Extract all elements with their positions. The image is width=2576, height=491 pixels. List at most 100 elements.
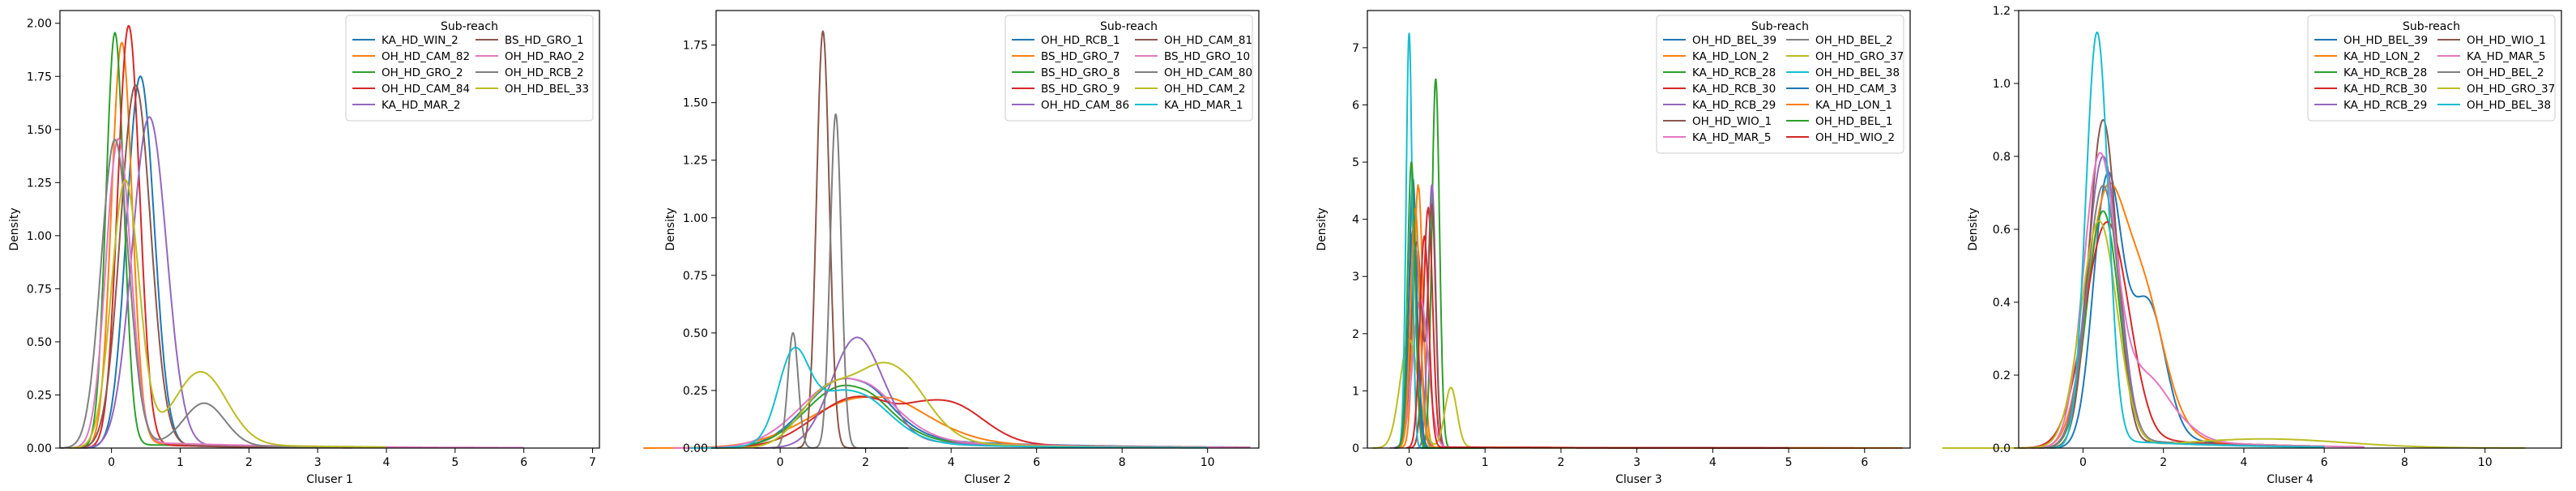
y-tick-label: 0.25 <box>683 385 708 398</box>
axes-frame <box>59 10 600 449</box>
legend-box <box>1656 15 1904 154</box>
y-tick-label: 0.2 <box>1993 369 2011 382</box>
y-tick-label: 2 <box>1352 328 1359 341</box>
chart-panel-1: 0 1 2 3 4 5 6 7 0.00 0.25 0.50 0.75 1.00 1.25 1.50 1.75… <box>8 10 600 486</box>
legend-entry: OH_HD_CAM_86 <box>1041 99 1129 112</box>
legend-entry: OH_HD_GRO_37 <box>2467 83 2555 96</box>
legend-entry: KA_HD_RCB_30 <box>1692 83 1776 96</box>
y-tick-label: 0.00 <box>27 442 52 455</box>
x-tick-label: 3 <box>1633 456 1640 469</box>
x-tick-label: 5 <box>451 456 458 469</box>
y-tick-label: 4 <box>1352 214 1359 227</box>
x-tick-label: 1 <box>1482 456 1489 469</box>
y-tick-label: 0.6 <box>1993 224 2011 237</box>
y-tick-label: 0.4 <box>1993 297 2011 310</box>
y-tick-label: 0.25 <box>27 389 52 402</box>
legend-entry: KA_HD_RCB_29 <box>2344 99 2427 112</box>
x-tick-label: 4 <box>383 456 390 469</box>
x-axis-label: Cluser 3 <box>1615 473 1662 486</box>
legend-entry: KA_HD_RCB_30 <box>2344 83 2427 96</box>
legend-entry: OH_HD_BEL_1 <box>1815 115 1892 128</box>
legend-entry: OH_HD_CAM_80 <box>1164 66 1252 79</box>
y-tick-label: 2.00 <box>27 18 52 31</box>
y-tick-label: 1.00 <box>27 230 52 243</box>
legend-entry: BS_HD_GRO_8 <box>1041 66 1120 79</box>
legend-title: Sub-reach <box>1100 20 1158 33</box>
x-tick-label: 2 <box>862 456 869 469</box>
series-line-KA_HD_MAR_1 <box>690 346 1208 449</box>
legend-entry: OH_HD_BEL_39 <box>2344 34 2428 47</box>
legend-entry: OH_HD_BEL_2 <box>1815 34 1892 47</box>
legend-entry: KA_HD_RCB_28 <box>2344 66 2427 79</box>
series-line-OH_HD_BEL_38 <box>2052 32 2325 449</box>
legend-entry: OH_HD_BEL_38 <box>2467 99 2551 112</box>
series-lines <box>643 30 1251 449</box>
legend-entry: KA_HD_MAR_5 <box>2467 50 2546 63</box>
y-tick-label: 5 <box>1352 156 1359 169</box>
series-line-OH_HD_GRO_37 <box>1942 220 2526 449</box>
x-tick-label: 0 <box>777 456 784 469</box>
legend-entry: OH_HD_RCB_1 <box>1041 34 1120 47</box>
legend-entry: OH_HD_WIO_1 <box>1692 115 1772 128</box>
legend-entry: OH_HD_GRO_2 <box>382 66 463 79</box>
x-tick-label: 10 <box>1201 456 1215 469</box>
legend-entry: OH_HD_CAM_81 <box>1164 34 1252 47</box>
y-tick-label: 0.0 <box>1993 442 2011 455</box>
legend-box <box>345 15 594 122</box>
series-lines <box>59 24 524 449</box>
axes-frame <box>715 10 1260 449</box>
y-tick-label: 1.2 <box>1993 5 2011 18</box>
x-axis-label: Cluser 4 <box>2267 473 2314 486</box>
y-tick-label: 1.50 <box>27 124 52 137</box>
legend-entry: KA_HD_LON_2 <box>2344 50 2420 63</box>
legend-entry: OH_HD_CAM_2 <box>1164 83 1245 96</box>
y-tick-label: 0.75 <box>683 270 708 283</box>
series-line-OH_HD_RCB_2 <box>59 139 352 449</box>
x-tick-label: 0 <box>1405 456 1413 469</box>
x-axis-label: Cluser 2 <box>964 473 1011 486</box>
legend-title: Sub-reach <box>2403 20 2460 33</box>
y-tick-label: 7 <box>1352 42 1359 55</box>
legend-entry: OH_HD_WIO_2 <box>1815 131 1895 144</box>
y-axis-label: Density <box>664 207 677 250</box>
legend-box <box>1004 15 1253 122</box>
y-tick-label: 1.75 <box>683 40 708 53</box>
x-tick-label: 5 <box>1785 456 1793 469</box>
legend-entry: BS_HD_GRO_9 <box>1041 83 1120 96</box>
x-tick-label: 7 <box>589 456 596 469</box>
series-lines <box>1942 32 2526 449</box>
legend-entry: OH_HD_GRO_37 <box>1815 50 1904 63</box>
legend-entry: KA_HD_MAR_2 <box>382 99 461 112</box>
legend-title: Sub-reach <box>1751 20 1809 33</box>
axes-frame <box>1367 10 1911 449</box>
legend-entry: KA_HD_MAR_5 <box>1692 131 1772 144</box>
x-tick-label: 4 <box>2240 456 2247 469</box>
y-tick-label: 1.50 <box>683 97 708 110</box>
legend-entry: BS_HD_GRO_10 <box>1164 50 1250 63</box>
x-tick-label: 2 <box>245 456 253 469</box>
legend-entry: OH_HD_BEL_39 <box>1692 34 1776 47</box>
x-tick-label: 1 <box>177 456 184 469</box>
legend-entry: OH_HD_BEL_2 <box>2467 66 2544 79</box>
legend-title: Sub-reach <box>441 20 498 33</box>
x-tick-label: 6 <box>520 456 527 469</box>
legend-entry: OH_HD_CAM_84 <box>382 83 470 96</box>
legend-entry: KA_HD_RCB_28 <box>1692 66 1776 79</box>
y-tick-label: 0.00 <box>683 442 708 455</box>
y-axis-label: Density <box>1316 207 1329 250</box>
legend-entry: BS_HD_GRO_1 <box>505 34 583 47</box>
y-tick-label: 1.00 <box>683 212 708 225</box>
x-tick-label: 6 <box>1861 456 1868 469</box>
x-tick-label: 2 <box>2160 456 2167 469</box>
legend-entry: KA_HD_LON_1 <box>1815 99 1892 112</box>
y-tick-label: 1.75 <box>27 70 52 83</box>
legend-entry: KA_HD_RCB_29 <box>1692 99 1776 112</box>
x-tick-label: 4 <box>948 456 955 469</box>
y-tick-label: 0.8 <box>1993 151 2011 164</box>
